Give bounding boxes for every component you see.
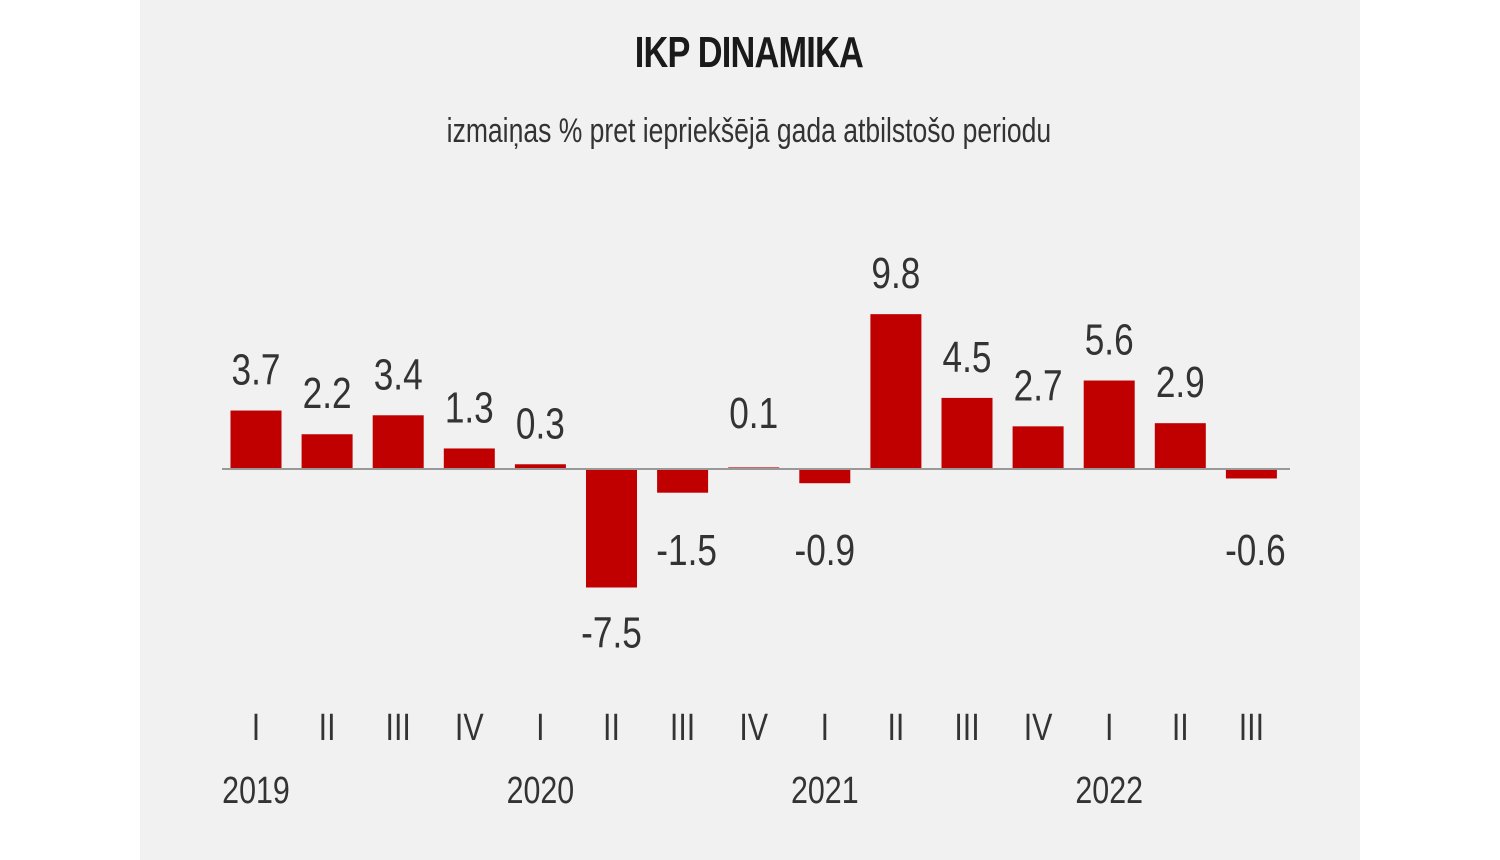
- data-label: 2.7: [1014, 362, 1063, 411]
- quarter-tick-label: IV: [739, 707, 768, 749]
- quarter-tick-label: I: [536, 707, 544, 749]
- data-label: 5.6: [1085, 316, 1134, 365]
- quarter-tick-label: III: [1239, 707, 1264, 749]
- bar: [372, 415, 424, 469]
- quarter-tick-label: IV: [455, 707, 484, 749]
- quarter-tick-label: III: [670, 707, 695, 749]
- data-label: 3.7: [232, 346, 281, 395]
- data-label: 3.4: [374, 351, 423, 400]
- bar: [230, 410, 282, 469]
- quarter-tick-label: II: [887, 707, 904, 749]
- quarter-tick-label: III: [386, 707, 411, 749]
- quarter-tick-label: III: [954, 707, 979, 749]
- quarter-tick-label: I: [252, 707, 260, 749]
- data-label: 4.5: [943, 333, 992, 382]
- bar: [657, 469, 709, 493]
- year-label: 2022: [1075, 770, 1143, 812]
- data-label: -1.5: [656, 526, 717, 575]
- data-label: -7.5: [581, 609, 642, 658]
- bar: [799, 469, 851, 484]
- quarter-tick-label: II: [603, 707, 620, 749]
- year-label: 2021: [791, 770, 859, 812]
- quarter-tick-label: I: [821, 707, 829, 749]
- bar: [1012, 426, 1064, 469]
- bar: [1083, 380, 1135, 469]
- bar: [941, 397, 993, 469]
- chart-title: IKP DINAMIKA: [634, 28, 864, 77]
- bar: [301, 434, 353, 469]
- bar: [586, 469, 637, 588]
- data-label: 2.9: [1156, 359, 1205, 408]
- quarter-tick-label: II: [1172, 707, 1189, 749]
- quarter-tick-label: I: [1105, 707, 1113, 749]
- data-label: -0.6: [1225, 526, 1286, 575]
- quarter-tick-label: II: [319, 707, 336, 749]
- bar: [443, 448, 495, 469]
- bar: [1154, 423, 1206, 469]
- data-label: -0.9: [794, 526, 855, 575]
- bar: [870, 314, 922, 469]
- chart-subtitle: izmaiņas % pret iepriekšējā gada atbilst…: [446, 112, 1052, 150]
- year-label: 2019: [222, 770, 290, 812]
- data-label: 2.2: [303, 370, 352, 419]
- data-label: 0.1: [729, 389, 778, 438]
- quarter-tick-label: IV: [1024, 707, 1053, 749]
- data-label: 1.3: [445, 384, 494, 433]
- bar: [514, 464, 566, 469]
- bar: [1225, 469, 1277, 479]
- data-label: 0.3: [516, 400, 565, 449]
- data-label: 9.8: [871, 250, 920, 299]
- year-label: 2020: [507, 770, 575, 812]
